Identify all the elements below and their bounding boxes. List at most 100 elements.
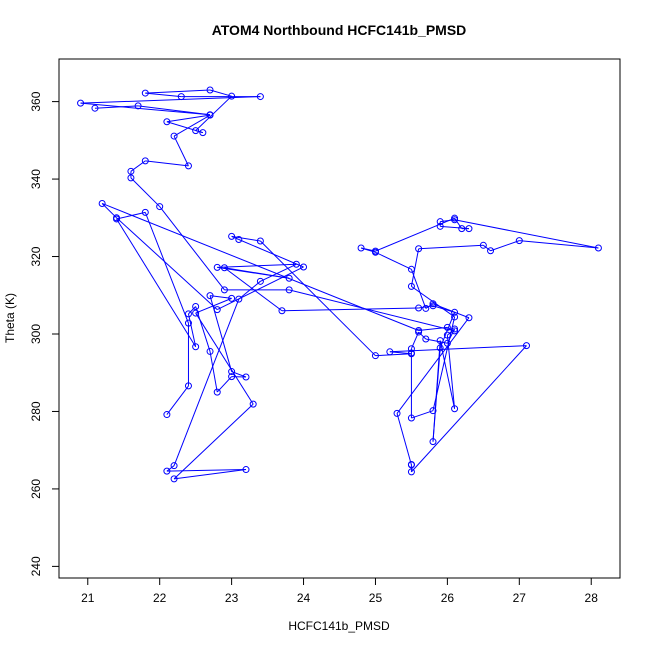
data-point xyxy=(228,232,236,240)
series-segment xyxy=(187,313,197,347)
data-point xyxy=(163,118,171,126)
y-tick-label: 280 xyxy=(29,401,43,421)
series-segment xyxy=(483,244,491,252)
data-point xyxy=(206,111,214,119)
y-tick-label: 360 xyxy=(29,91,43,111)
series-segment xyxy=(166,469,247,472)
data-point xyxy=(91,104,99,112)
data-point xyxy=(127,167,135,175)
data-point xyxy=(156,203,164,211)
data-point xyxy=(407,350,415,358)
data-point xyxy=(228,373,236,381)
series-segment xyxy=(410,269,427,309)
data-point xyxy=(242,373,250,381)
data-point xyxy=(256,237,264,245)
data-point xyxy=(429,407,437,415)
data-point xyxy=(415,245,423,253)
data-point xyxy=(371,248,379,256)
series-segment xyxy=(396,317,470,414)
series-segment xyxy=(94,105,139,109)
data-point xyxy=(386,348,394,356)
series-segment xyxy=(145,160,189,167)
series-segment xyxy=(411,345,527,473)
data-point xyxy=(415,304,423,312)
data-point xyxy=(292,260,300,268)
data-point xyxy=(163,411,171,419)
series-segment xyxy=(432,316,456,411)
data-point xyxy=(407,414,415,422)
series-segment xyxy=(231,235,240,240)
data-point xyxy=(170,132,178,140)
data-point xyxy=(228,368,236,376)
chart-title: ATOM4 Northbound HCFC141b_PMSD xyxy=(212,22,467,38)
series-segment xyxy=(411,285,455,318)
data-point xyxy=(220,264,228,272)
data-point xyxy=(422,304,430,312)
data-point xyxy=(429,302,437,310)
data-point xyxy=(199,129,207,137)
series-segment xyxy=(173,114,211,137)
x-tick-label: 25 xyxy=(369,591,383,605)
data-point xyxy=(177,93,185,101)
series-segment xyxy=(375,251,412,270)
data-point xyxy=(407,468,415,476)
series-segment xyxy=(216,376,232,393)
series-segment xyxy=(454,219,599,249)
series-segment xyxy=(446,335,456,409)
data-point xyxy=(465,314,473,322)
data-point xyxy=(436,344,444,352)
series-segment xyxy=(209,295,233,372)
data-point xyxy=(192,302,200,310)
data-point xyxy=(141,208,149,216)
series-segment xyxy=(159,206,225,291)
series-segment xyxy=(375,353,412,357)
series-segment xyxy=(138,105,211,116)
data-point xyxy=(443,323,451,331)
series-segment xyxy=(490,240,520,252)
series-segment xyxy=(80,96,261,104)
x-tick-label: 28 xyxy=(585,591,599,605)
series-segment xyxy=(260,263,297,282)
x-tick-label: 24 xyxy=(297,591,311,605)
series-segment xyxy=(116,217,218,310)
series-segment xyxy=(224,267,283,312)
data-point xyxy=(300,263,308,271)
data-point xyxy=(235,235,243,243)
data-point xyxy=(451,308,459,316)
data-point xyxy=(184,382,192,390)
series-segment xyxy=(425,338,448,344)
series-segment xyxy=(411,410,434,419)
data-point xyxy=(429,300,437,308)
data-point xyxy=(407,265,415,273)
data-point xyxy=(393,409,401,417)
series-segment xyxy=(439,340,456,409)
series-segment xyxy=(80,102,211,116)
data-point xyxy=(436,337,444,345)
data-point xyxy=(256,93,264,101)
data-point xyxy=(451,405,459,413)
data-point xyxy=(113,214,121,222)
data-point xyxy=(184,310,192,318)
data-point xyxy=(371,352,379,360)
series-segment xyxy=(173,298,240,466)
series-segment xyxy=(195,312,254,405)
series-segment xyxy=(238,239,304,268)
series-segment xyxy=(209,89,232,97)
series-segment xyxy=(173,403,254,480)
data-point xyxy=(422,335,430,343)
data-point xyxy=(487,247,495,255)
series-segment xyxy=(454,217,463,229)
data-point xyxy=(192,127,200,135)
data-point xyxy=(228,294,236,302)
data-point xyxy=(451,327,459,335)
data-point xyxy=(443,339,451,347)
y-axis-label: Theta (K) xyxy=(3,293,17,343)
data-point xyxy=(278,307,286,315)
data-point xyxy=(242,466,250,474)
series-segment xyxy=(519,240,599,249)
x-tick-label: 21 xyxy=(81,591,95,605)
series-segment xyxy=(166,114,211,123)
data-point xyxy=(436,218,444,226)
